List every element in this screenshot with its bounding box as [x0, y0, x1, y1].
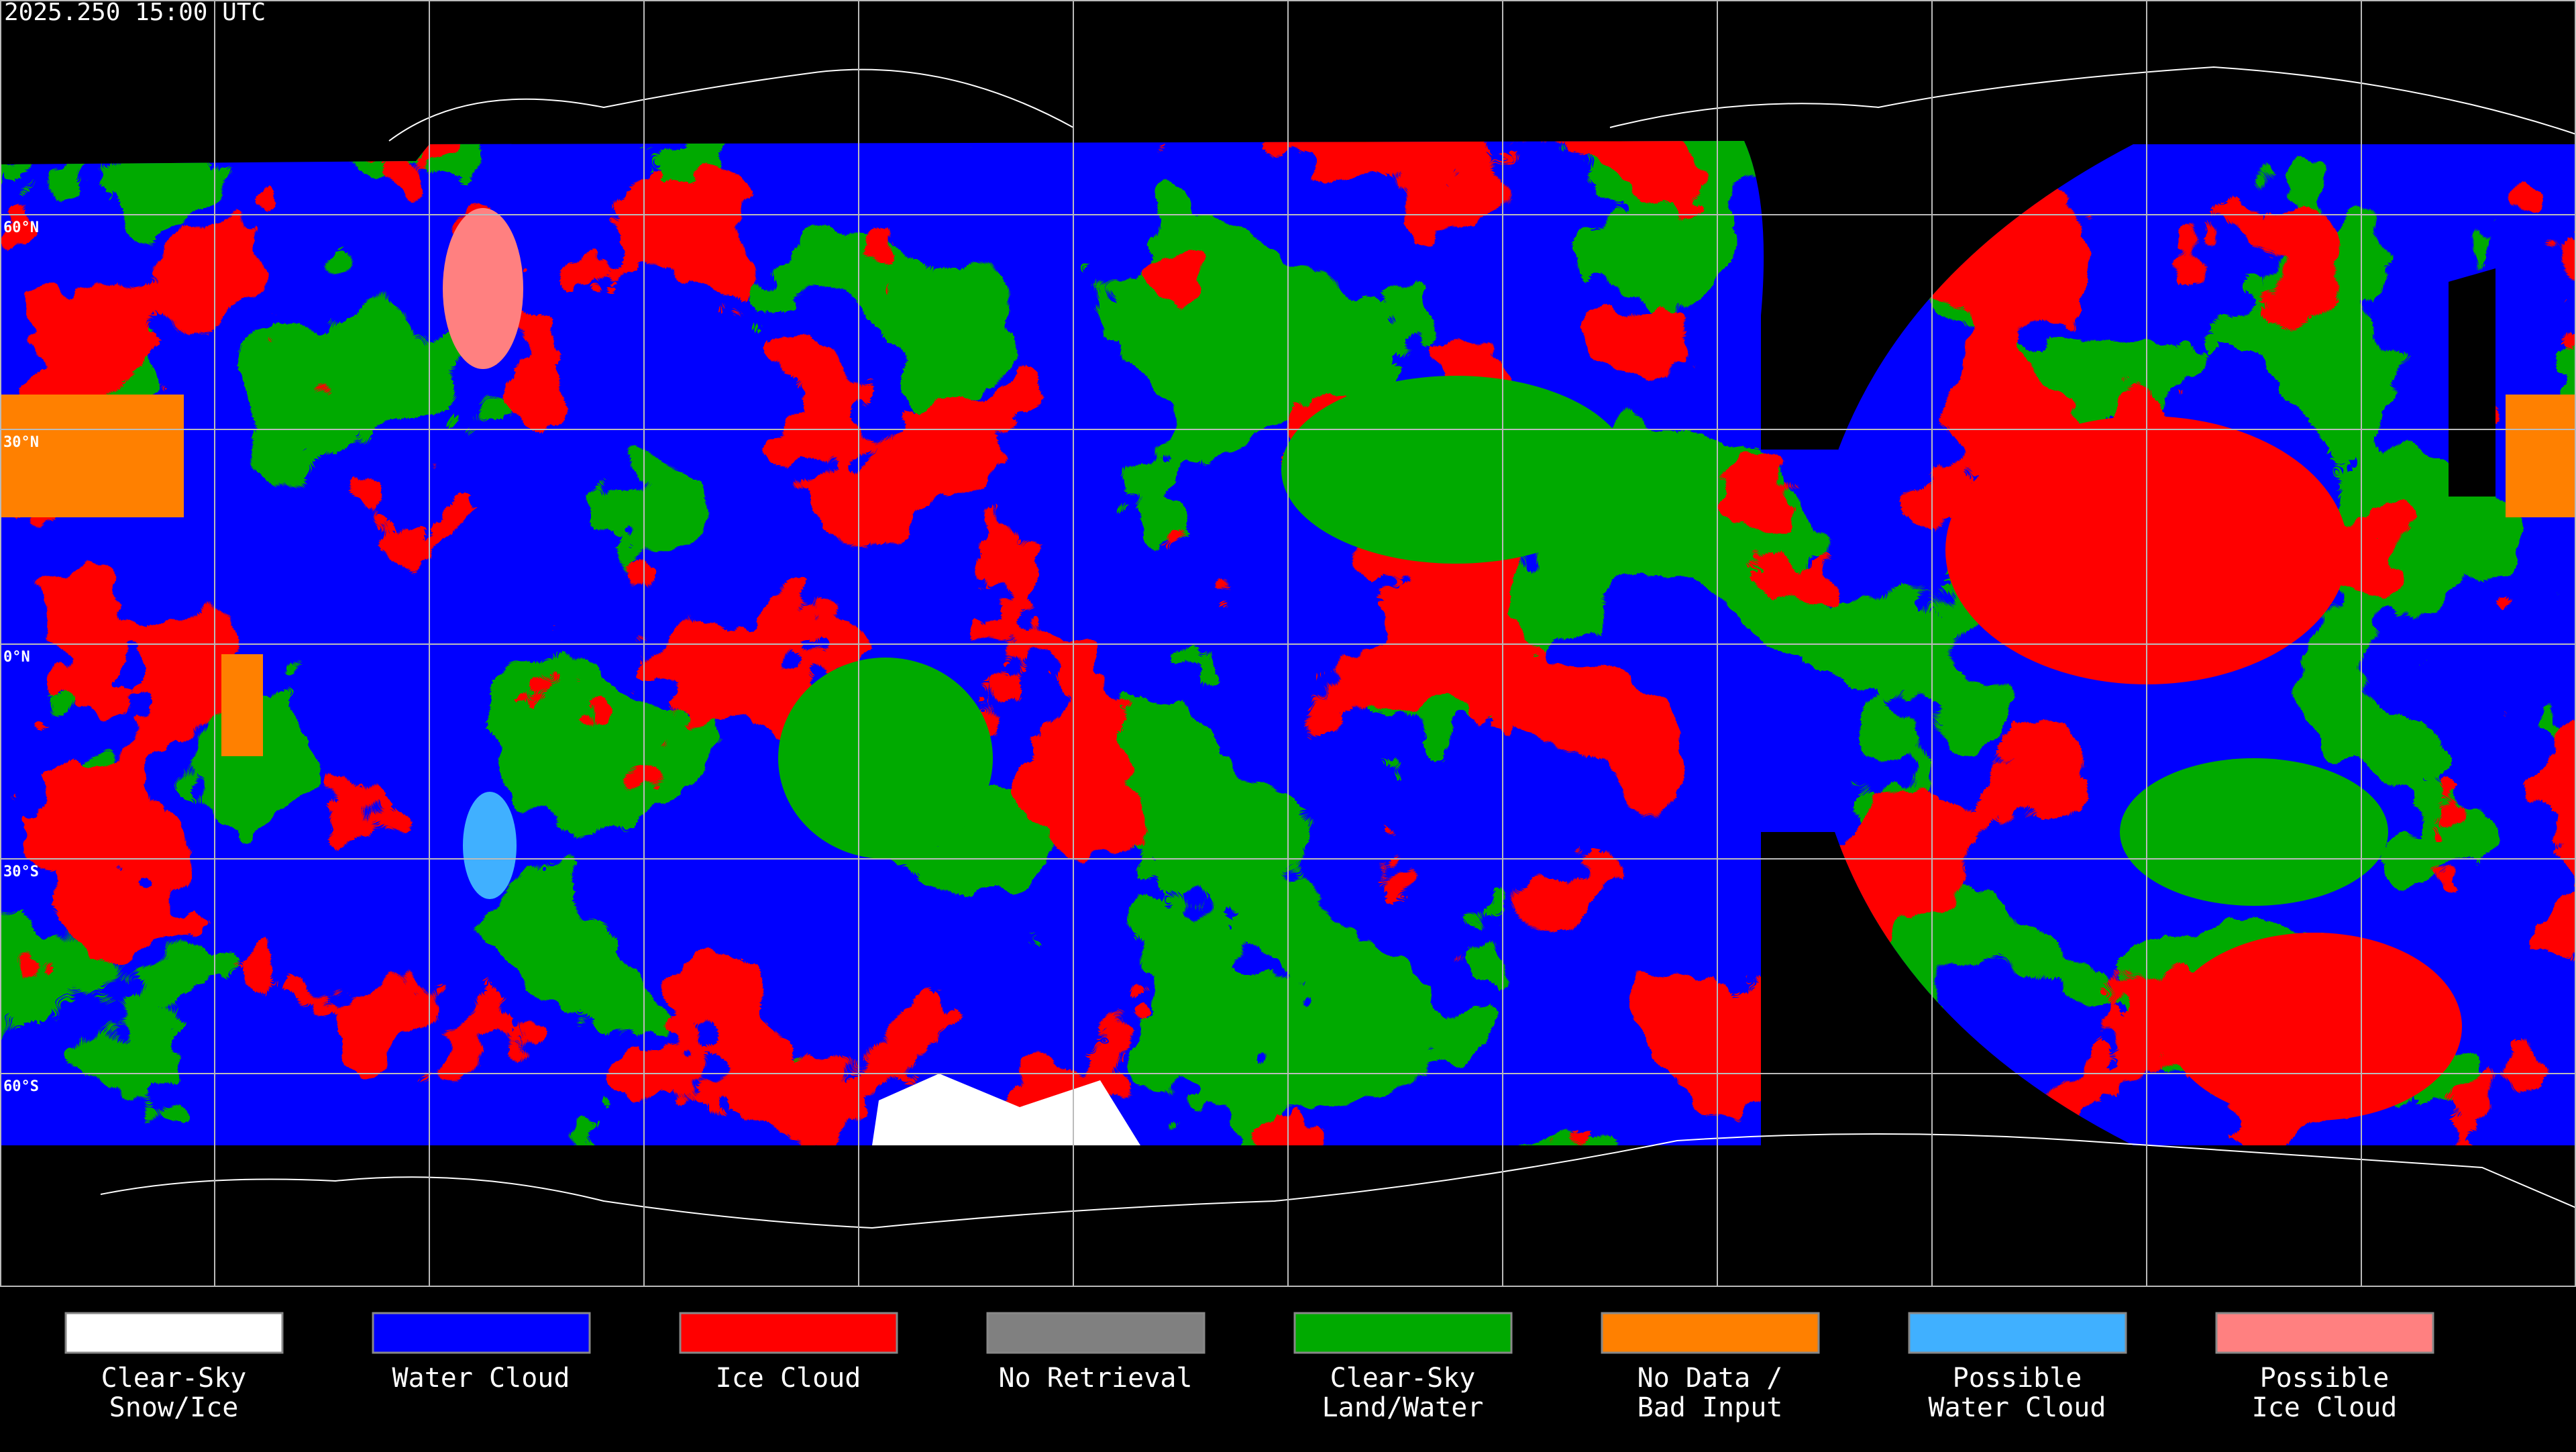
- clear-land-patch: [1281, 376, 1630, 564]
- no-data-patch: [221, 654, 263, 756]
- legend-swatch: [2215, 1312, 2434, 1354]
- no-data-patch: [2506, 395, 2576, 517]
- latitude-label: 60°N: [3, 219, 39, 236]
- legend-label: No Retrieval: [999, 1363, 1193, 1394]
- legend-label: Ice Cloud: [2252, 1392, 2398, 1423]
- ice-cloud-patch: [2167, 933, 2462, 1121]
- latitude-label: 60°S: [3, 1078, 39, 1095]
- legend-label: Clear-Sky: [101, 1363, 247, 1394]
- legend-swatch: [1601, 1312, 1820, 1354]
- legend-label: Snow/Ice: [109, 1392, 239, 1423]
- legend-swatch: [1908, 1312, 2127, 1354]
- possible-water-patch: [463, 792, 517, 899]
- possible-ice-patch: [443, 208, 523, 369]
- legend-swatch: [372, 1312, 591, 1354]
- latitude-label: 30°S: [3, 864, 39, 880]
- legend-label: Possible: [1953, 1363, 2082, 1394]
- latitude-label: 0°N: [3, 649, 30, 666]
- legend-label: Clear-Sky: [1330, 1363, 1476, 1394]
- graticule: 60°N 30°N 0°N 30°S 60°S: [0, 0, 2576, 1287]
- legend-label: Possible: [2260, 1363, 2390, 1394]
- coastline: [1609, 66, 2576, 135]
- no-data-patch: [0, 395, 184, 517]
- legend-label: Water Cloud: [392, 1363, 570, 1394]
- legend-swatch: [1293, 1312, 1513, 1354]
- legend-swatch: [64, 1312, 284, 1354]
- legend-label: Land/Water: [1322, 1392, 1484, 1423]
- legend-swatch: [986, 1312, 1205, 1354]
- clear-land-patch: [778, 658, 993, 859]
- legend-swatch: [679, 1312, 898, 1354]
- legend-label: Water Cloud: [1929, 1392, 2106, 1423]
- no-data-gap: [2449, 268, 2496, 497]
- legend-label: Bad Input: [1638, 1392, 1783, 1423]
- timestamp: 2025.250 15:00 UTC: [4, 0, 266, 26]
- coastline: [388, 68, 1074, 142]
- legend-label: No Data /: [1638, 1363, 1783, 1394]
- latitude-label: 30°N: [3, 434, 39, 451]
- map-frame: [0, 0, 2576, 1287]
- legend-label: Ice Cloud: [716, 1363, 861, 1394]
- clear-land-patch: [2120, 758, 2388, 906]
